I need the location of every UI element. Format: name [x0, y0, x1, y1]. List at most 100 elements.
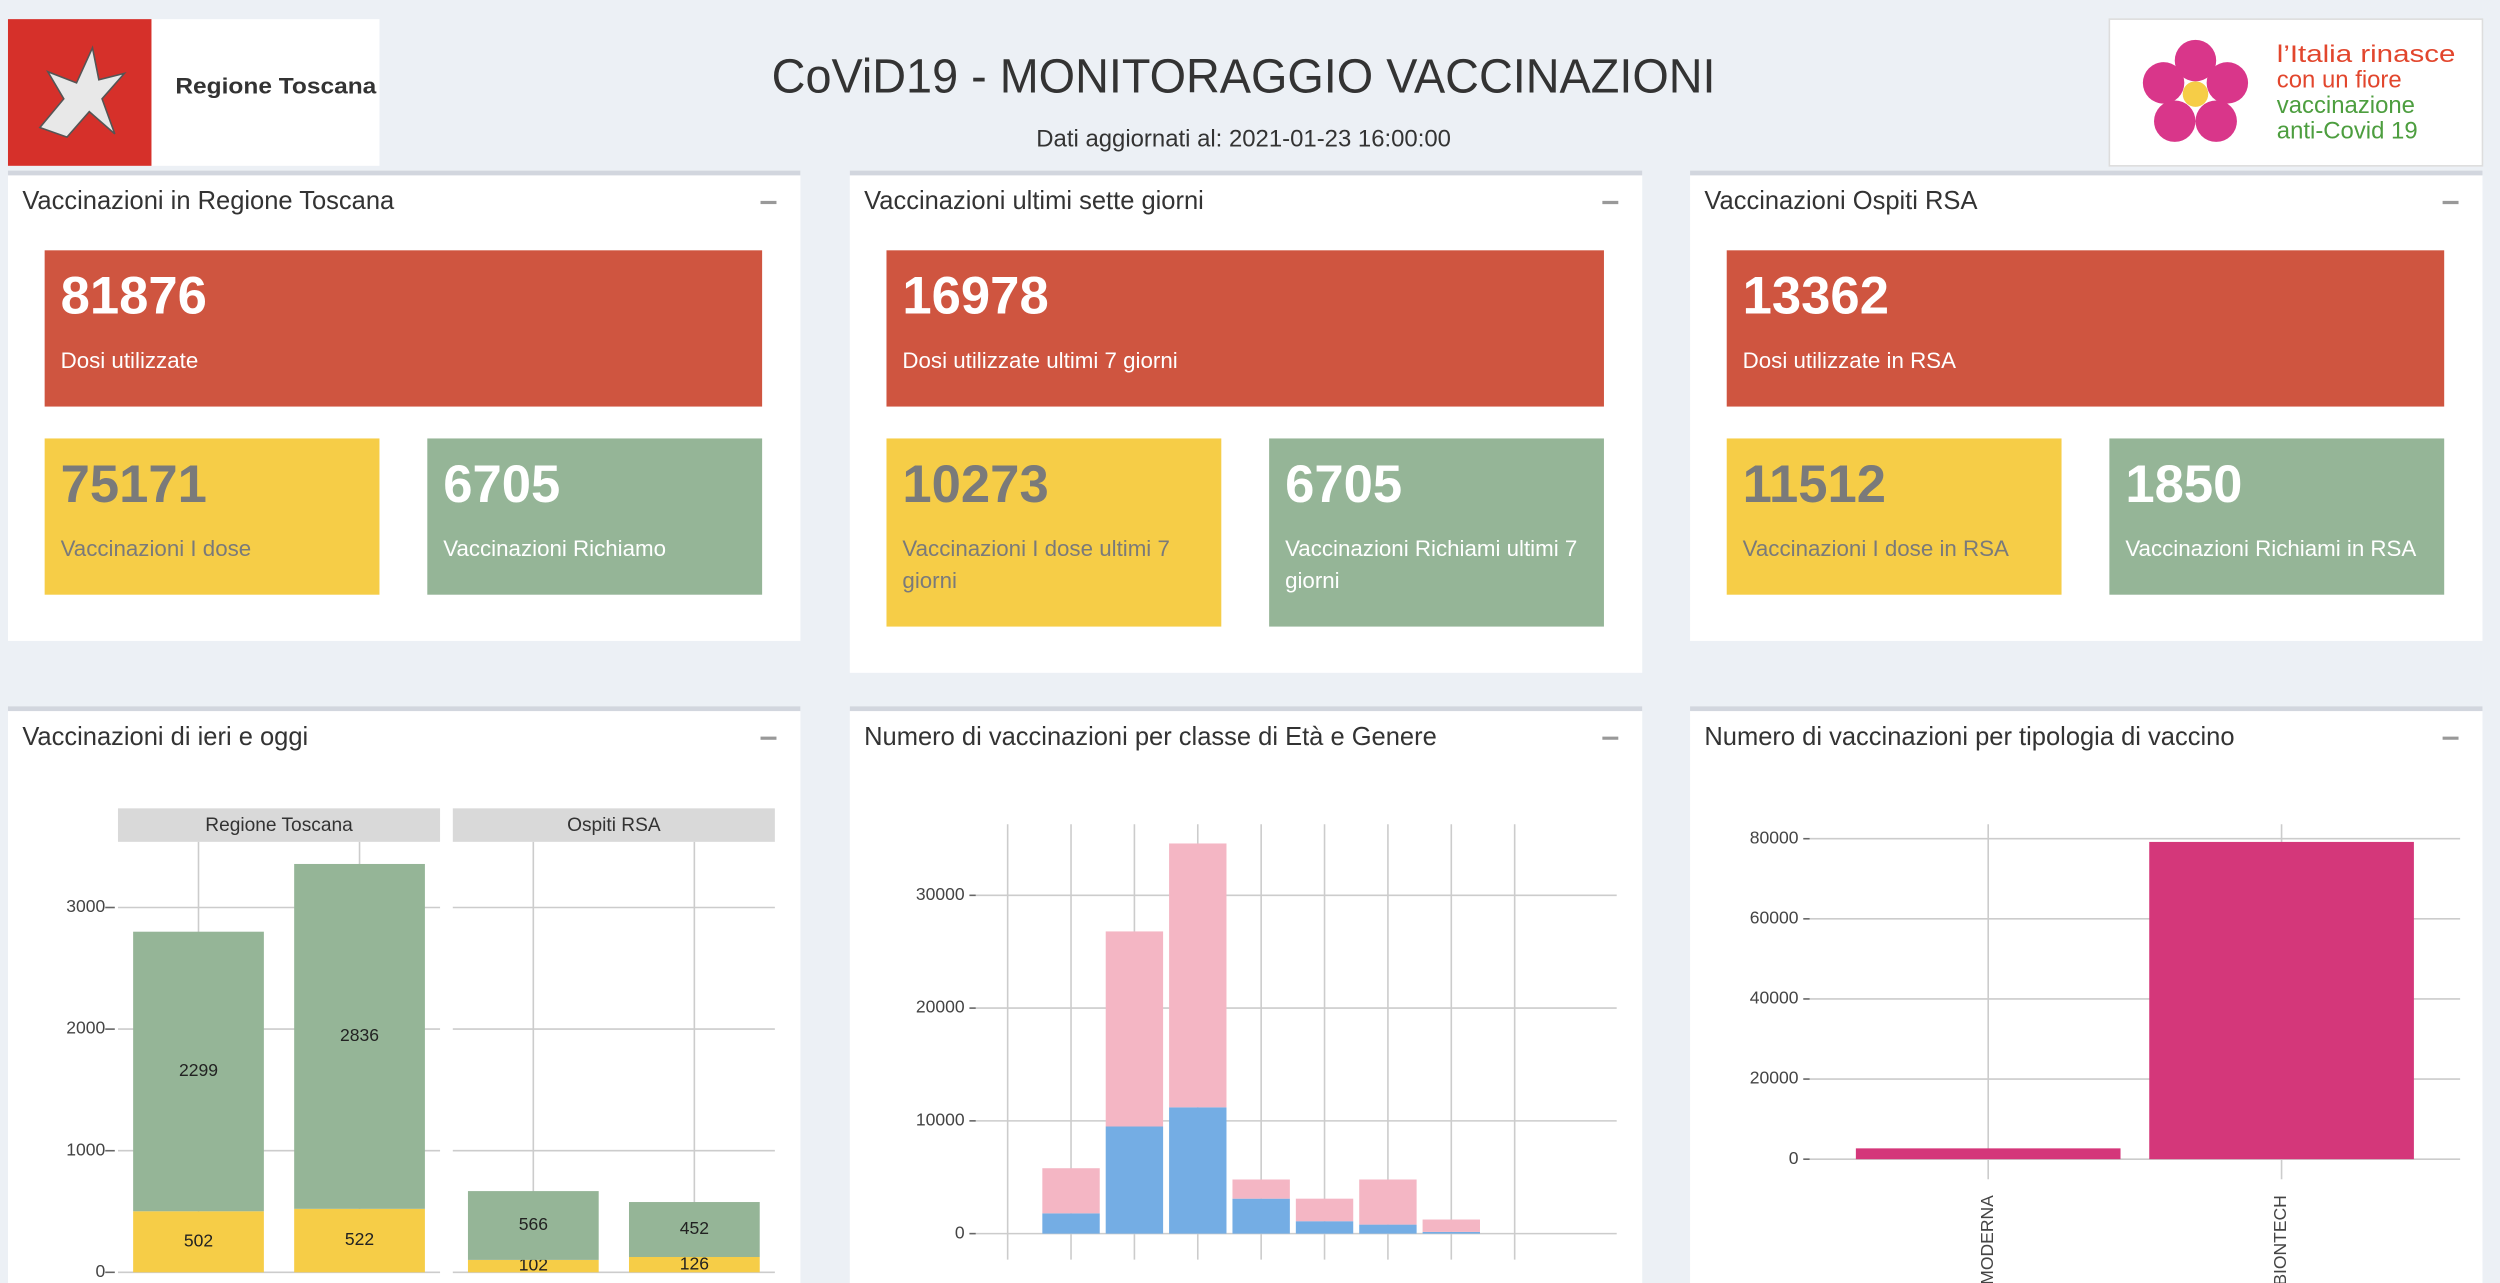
box-value: 11512 [1743, 455, 1886, 514]
panel: Vaccinazioni ultimi sette giorni 16978 Dos… [849, 170, 1643, 673]
box-label: Dosi utilizzate [61, 348, 199, 373]
panel: Vaccinazioni Ospiti RSA 13362 Dosi utilizz… [1690, 170, 2483, 641]
bar-segment [467, 1191, 599, 1260]
bar-segment [1105, 931, 1164, 1127]
box-label: Vaccinazioni Richiami ultimi 7 giorni [1285, 536, 1577, 593]
bar-segment [628, 1256, 760, 1273]
box-label: Vaccinazioni I dose ultimi 7 giorni [902, 536, 1169, 593]
facet-strip [117, 808, 441, 842]
y-tick-label: 1000 [66, 1139, 105, 1159]
panel-title: Numero di vaccinazioni per classe di Età… [864, 723, 1437, 751]
logo-right: l’Italia rinasce con un fiore vaccinazio… [2108, 18, 2484, 167]
text-line: Vaccinazioni I dose in RSA [1743, 536, 2009, 561]
panel-title: Vaccinazioni in Regione Toscana [22, 187, 395, 215]
bar-segment [294, 1208, 425, 1273]
box-value: 6705 [1285, 455, 1402, 514]
box-label: Dosi utilizzate in RSA [1743, 348, 1956, 373]
facet-label: Ospiti RSA [567, 815, 661, 836]
logo-flower-center [2182, 81, 2209, 107]
text-line: Vaccinazioni Richiami ultimi 7 [1285, 536, 1577, 561]
bar [2149, 841, 2414, 1160]
bar-segment [1295, 1198, 1354, 1222]
value-box [886, 250, 1604, 407]
y-tick-label: 0 [95, 1261, 105, 1281]
logo-line: anti-Covid 19 [2277, 118, 2418, 145]
bar-segment [1169, 1107, 1227, 1234]
bar-segment [1422, 1231, 1480, 1234]
value-box [886, 438, 1222, 627]
y-tick-label: 10000 [916, 1109, 965, 1129]
panel: Numero di vaccinazioni per classe di Età… [849, 706, 1643, 1283]
panel-title: Vaccinazioni di ieri e oggi [22, 723, 308, 751]
panel-title: Vaccinazioni Ospiti RSA [1704, 187, 1977, 215]
bar-segment [133, 931, 264, 1212]
bar [1855, 1148, 2121, 1160]
value-box [1726, 250, 2445, 407]
box-value: 6705 [443, 455, 560, 514]
bar-segment [1359, 1179, 1417, 1225]
panel-title: Vaccinazioni ultimi sette giorni [864, 187, 1204, 215]
box-value: 81876 [61, 267, 207, 326]
text-line: Vaccinazioni Richiamo [443, 536, 666, 561]
bar-segment [1232, 1179, 1290, 1199]
panel-title: Numero di vaccinazioni per tipologia di … [1704, 723, 2234, 751]
panel: Vaccinazioni di ieri e oggi 0 1000 2000 3000… [7, 706, 801, 1283]
bar-segment [133, 1211, 264, 1273]
box-value: 1850 [2125, 455, 2242, 514]
box-label: Dosi utilizzate ultimi 7 giorni [902, 348, 1177, 373]
data-label: 2836 [340, 1025, 379, 1045]
page-subtitle: Dati aggiornati al: 2021-01-23 16:00:00 [1036, 126, 1451, 153]
panel-top-border [7, 706, 801, 712]
bar-segment [1232, 1198, 1290, 1234]
value-box [2109, 438, 2445, 595]
logo-flower [2142, 39, 2249, 142]
y-tick-label: 80000 [1750, 827, 1799, 847]
bar-segment [1359, 1224, 1417, 1234]
box-value: 16978 [902, 267, 1048, 326]
y-tick-label: 2000 [66, 1018, 105, 1038]
text-line: Vaccinazioni I dose [61, 536, 252, 561]
panel-top-border [1690, 706, 2483, 712]
bar-segment [294, 863, 425, 1209]
logo-line: vaccinazione [2277, 92, 2415, 119]
bar-segment [1105, 1126, 1164, 1234]
box-label: Vaccinazioni Richiami in RSA [2125, 536, 2416, 561]
box-label: Vaccinazioni I dose in RSA [1743, 536, 2009, 561]
data-label: 2299 [179, 1060, 218, 1080]
value-box [44, 438, 380, 595]
panel-top-border [7, 170, 801, 176]
y-tick-label: 0 [955, 1222, 965, 1242]
y-tick-label: 30000 [916, 884, 965, 904]
data-label: 126 [680, 1253, 709, 1273]
y-tick-label: 20000 [1750, 1068, 1799, 1088]
value-box [1726, 438, 2062, 595]
x-tick-label: MODERNA [1977, 1195, 1997, 1283]
data-label: 522 [345, 1229, 374, 1249]
text-line: Vaccinazioni Richiami in RSA [2125, 536, 2416, 561]
data-label: 452 [680, 1218, 709, 1238]
text-line: giorni [1285, 568, 1340, 593]
y-tick-label: 40000 [1750, 988, 1799, 1008]
logo-line: con un fiore [2277, 67, 2402, 94]
logo-left: Regione Toscana [7, 19, 380, 166]
y-tick-label: 20000 [916, 997, 965, 1017]
text-line: Vaccinazioni I dose ultimi 7 [902, 536, 1169, 561]
bar-segment [467, 1259, 599, 1273]
logo-pegasus [38, 45, 127, 139]
logo-text: Regione Toscana [175, 74, 377, 99]
facet-strip [452, 808, 775, 842]
box-value: 10273 [902, 455, 1048, 514]
logo-line: l’Italia rinasce [2277, 41, 2456, 68]
value-box [1269, 438, 1604, 627]
panel-top-border [849, 170, 1643, 176]
data-label: 502 [184, 1230, 213, 1250]
panel: Vaccinazioni in Regione Toscana 81876 Dosi… [7, 170, 801, 641]
value-box [427, 438, 763, 595]
bar-segment [1295, 1221, 1354, 1234]
y-tick-label: 0 [1789, 1148, 1799, 1168]
bar-segment [1042, 1213, 1100, 1234]
panel-top-border [849, 706, 1643, 712]
facet-label: Regione Toscana [205, 815, 353, 836]
value-box [44, 250, 763, 407]
